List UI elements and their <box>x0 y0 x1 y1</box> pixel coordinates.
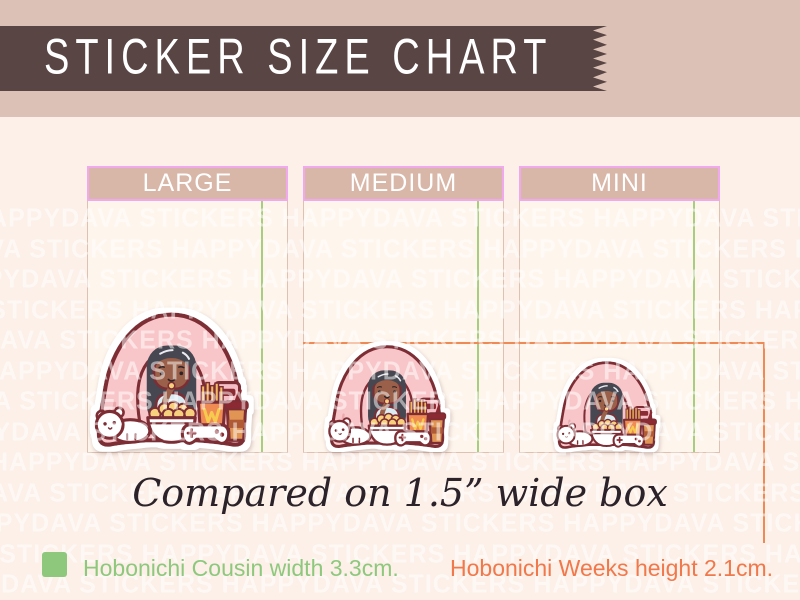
cousin-width-guide-line <box>261 201 263 452</box>
cousin-width-guide-line <box>693 201 695 452</box>
cousin-width-guide-line <box>477 201 479 452</box>
size-box-mini-header: MINI <box>519 166 720 201</box>
size-box-large-header: LARGE <box>87 166 288 201</box>
comparison-caption: Compared on 1.5” wide box <box>132 471 668 515</box>
sticker-mini <box>552 357 661 453</box>
legend: Hobonichi Cousin width 3.3cm. Hobonichi … <box>0 550 800 590</box>
header-band: STICKER SIZE CHART <box>0 0 800 117</box>
sticker-large <box>88 306 255 453</box>
size-label-mini: MINI <box>591 169 648 197</box>
size-label-medium: MEDIUM <box>349 169 458 197</box>
cousin-color-swatch <box>42 552 67 577</box>
size-box-medium-header: MEDIUM <box>303 166 504 201</box>
legend-cousin-label: Hobonichi Cousin width 3.3cm. <box>83 555 399 581</box>
weeks-height-callout-line <box>763 342 765 543</box>
page-title: STICKER SIZE CHART <box>44 30 553 86</box>
size-label-large: LARGE <box>142 169 233 197</box>
title-ribbon: STICKER SIZE CHART <box>0 26 607 91</box>
weeks-height-guide-line <box>303 342 765 344</box>
sticker-medium <box>323 340 451 453</box>
size-box-medium: MEDIUM <box>303 166 504 453</box>
legend-weeks-label: Hobonichi Weeks height 2.1cm. <box>450 555 774 581</box>
